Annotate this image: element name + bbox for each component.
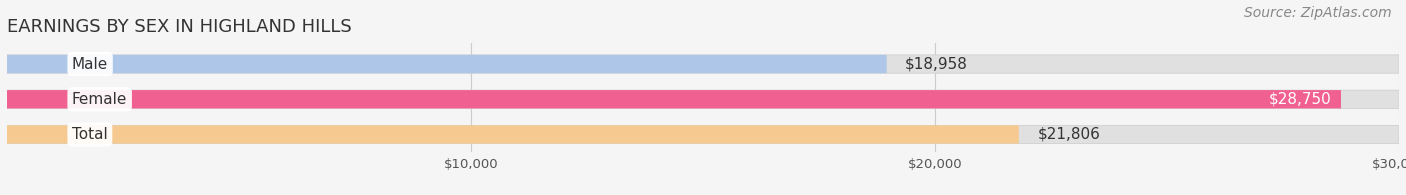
FancyBboxPatch shape (7, 90, 1341, 108)
Text: $21,806: $21,806 (1038, 127, 1101, 142)
FancyBboxPatch shape (7, 55, 1399, 73)
Text: Total: Total (72, 127, 108, 142)
Text: Male: Male (72, 57, 108, 72)
Text: $18,958: $18,958 (905, 57, 969, 72)
Text: $28,750: $28,750 (1270, 92, 1331, 107)
FancyBboxPatch shape (7, 125, 1399, 144)
FancyBboxPatch shape (7, 125, 1019, 144)
Text: Source: ZipAtlas.com: Source: ZipAtlas.com (1244, 6, 1392, 20)
Text: Female: Female (72, 92, 128, 107)
FancyBboxPatch shape (7, 55, 887, 73)
Text: EARNINGS BY SEX IN HIGHLAND HILLS: EARNINGS BY SEX IN HIGHLAND HILLS (7, 18, 351, 36)
FancyBboxPatch shape (7, 90, 1399, 108)
